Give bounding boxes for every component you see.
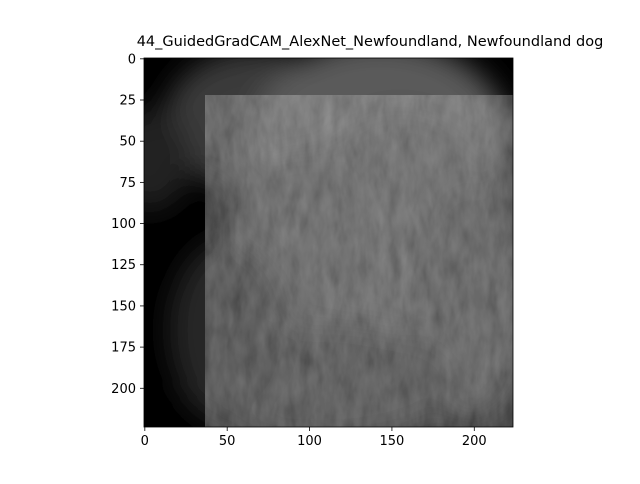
y-tick-label: 125: [111, 258, 136, 273]
chart-title: 44_GuidedGradCAM_AlexNet_Newfoundland, N…: [136, 34, 604, 50]
y-tick-label: 150: [111, 299, 136, 314]
x-tick-label: 150: [380, 434, 405, 449]
heatmap-image: [144, 58, 513, 427]
x-tick-label: 50: [219, 434, 236, 449]
y-tick-label: 0: [128, 52, 136, 67]
saliency-texture: [205, 95, 513, 427]
x-tick-label: 100: [297, 434, 322, 449]
axes-frame: [143, 57, 514, 428]
x-tick-label: 200: [462, 434, 487, 449]
y-tick-label: 100: [111, 217, 136, 232]
x-tick-label: 0: [141, 434, 149, 449]
y-tick-label: 25: [119, 94, 136, 109]
y-tick-label: 200: [111, 382, 136, 397]
y-tick-label: 75: [119, 176, 136, 191]
saliency-blob: [144, 110, 190, 210]
y-tick-label: 50: [119, 135, 136, 150]
y-tick-label: 175: [111, 341, 136, 356]
